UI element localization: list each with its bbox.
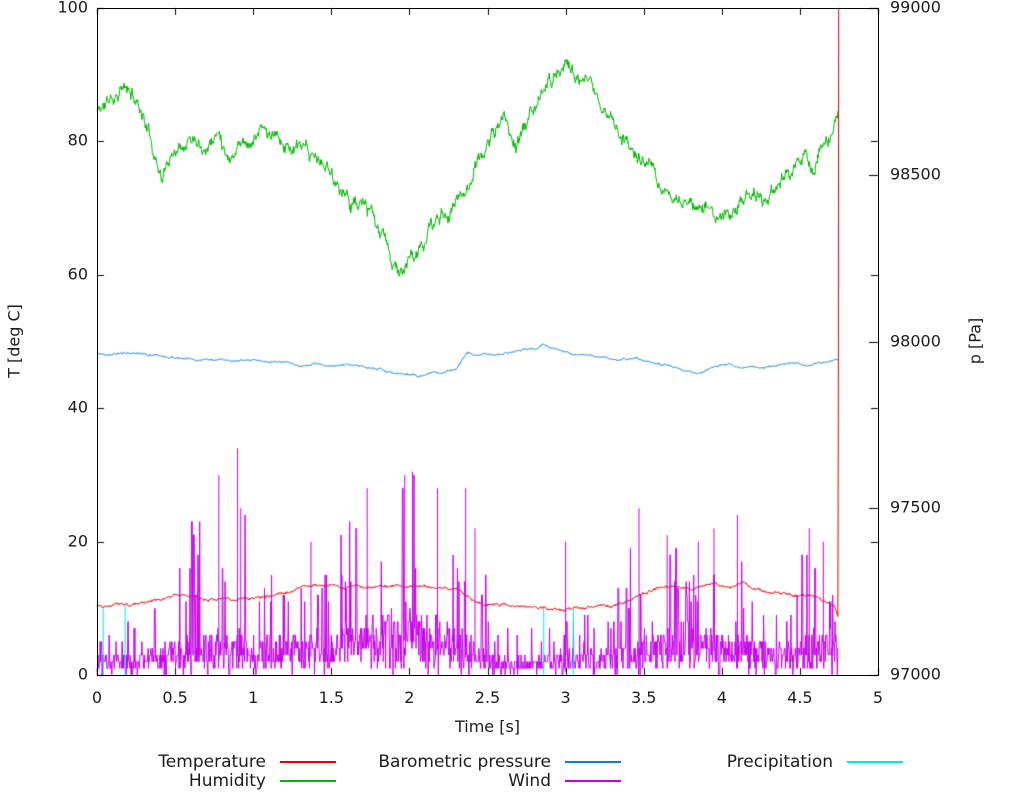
y2-tick-label: 99000 (890, 0, 941, 17)
x-tick-label: 3.5 (630, 688, 657, 707)
x-tick-label: 2 (404, 688, 415, 707)
y-axis-title: T [deg C] (4, 304, 24, 378)
x-tick-label: 4.5 (787, 688, 813, 707)
x-tick-label: 2.5 (474, 688, 501, 707)
legend-line-humidity (280, 780, 336, 782)
legend-label-humidity: Humidity (188, 771, 266, 791)
legend-entry-barometric-pressure: Barometric pressure (300, 752, 621, 772)
legend-label-precipitation: Precipitation (726, 752, 833, 772)
x-tick-label: 1.5 (318, 688, 345, 707)
legend-label-wind: Wind (508, 771, 551, 791)
legend-entry-temperature: Temperature (80, 752, 336, 772)
y2-axis-title: p [Pa] (965, 317, 985, 365)
y-tick-label: 60 (67, 264, 88, 284)
plot-area (97, 8, 879, 676)
y2-tick-label: 97000 (890, 664, 941, 684)
y-tick-label: 0 (77, 664, 88, 684)
y-tick-label: 20 (67, 531, 88, 551)
y2-tick-label: 97500 (890, 497, 941, 517)
x-tick-label: 5 (872, 688, 884, 707)
legend-line-precipitation (847, 761, 903, 763)
x-tick-label: 4 (716, 688, 727, 707)
legend-line-barometric-pressure (565, 761, 621, 763)
x-tick-label: 0 (91, 688, 103, 707)
x-tick-label: 1 (248, 688, 259, 707)
y2-tick-label: 98500 (890, 164, 941, 184)
legend-label-barometric-pressure: Barometric pressure (378, 752, 551, 772)
legend-label-temperature: Temperature (158, 752, 266, 772)
y2-tick-label: 98000 (890, 331, 941, 351)
x-tick-label: 3 (560, 688, 571, 707)
y-tick-label: 100 (57, 0, 88, 17)
legend-line-temperature (280, 761, 336, 763)
y-tick-label: 80 (67, 130, 88, 150)
legend-entry-humidity: Humidity (80, 771, 336, 791)
x-tick-label: 0.5 (162, 688, 188, 707)
legend-line-wind (565, 780, 621, 782)
x-axis-title: Time [s] (454, 717, 521, 736)
y-tick-label: 40 (67, 397, 88, 417)
legend-entry-wind: Wind (300, 771, 621, 791)
legend-entry-precipitation: Precipitation (640, 752, 903, 772)
